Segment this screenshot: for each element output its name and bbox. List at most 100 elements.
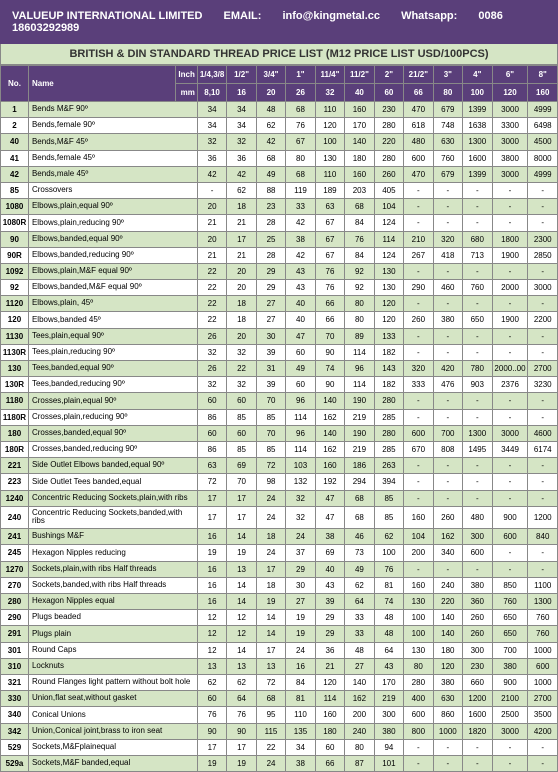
- cell-value: 713: [463, 247, 492, 263]
- cell-value: 1399: [463, 102, 492, 118]
- cell-value: 230: [374, 102, 403, 118]
- cell-value: 16: [286, 658, 315, 674]
- table-row: 301Round Caps121417243648641301803007001…: [1, 642, 558, 658]
- cell-value: 140: [433, 610, 462, 626]
- table-row: 291Plugs plain12121419293348100140260650…: [1, 626, 558, 642]
- cell-value: 114: [345, 344, 374, 360]
- cell-value: 66: [315, 296, 344, 312]
- cell-value: -: [404, 182, 433, 198]
- cell-value: -: [528, 393, 558, 409]
- cell-value: 114: [286, 441, 315, 457]
- cell-value: 1300: [463, 134, 492, 150]
- cell-value: -: [404, 755, 433, 771]
- cell-value: 700: [433, 425, 462, 441]
- cell-value: 60: [286, 344, 315, 360]
- cell-value: 66: [315, 312, 344, 328]
- cell-value: 219: [374, 691, 403, 707]
- cell-no: 40: [1, 134, 29, 150]
- cell-value: 1495: [463, 441, 492, 457]
- table-row: 529aSockets,M&F banded,equal191924386687…: [1, 755, 558, 771]
- company-name: VALUEUP INTERNATIONAL LIMITED: [12, 10, 202, 22]
- cell-value: 89: [345, 328, 374, 344]
- table-row: 1130Tees,plain,equal 90º262030477089133-…: [1, 328, 558, 344]
- cell-value: 40: [286, 296, 315, 312]
- cell-value: 480: [404, 134, 433, 150]
- table-row: 1270Sockets,plain,with ribs Half threads…: [1, 561, 558, 577]
- cell-value: 900: [492, 674, 528, 690]
- cell-value: 160: [404, 506, 433, 529]
- table-row: 2Bends,female 90º34346276120170280618748…: [1, 118, 558, 134]
- cell-value: 260: [433, 506, 462, 529]
- cell-value: 230: [463, 658, 492, 674]
- cell-value: 1800: [492, 231, 528, 247]
- cell-value: 72: [256, 458, 285, 474]
- col-header-size-inch: 3": [433, 66, 462, 84]
- cell-value: 380: [433, 674, 462, 690]
- cell-value: 140: [345, 674, 374, 690]
- cell-value: 76: [315, 263, 344, 279]
- cell-value: 260: [463, 626, 492, 642]
- cell-value: -: [463, 199, 492, 215]
- cell-value: -: [433, 393, 462, 409]
- cell-value: 96: [286, 425, 315, 441]
- cell-value: 76: [197, 707, 226, 723]
- table-row: 1240Concentric Reducing Sockets,plain,wi…: [1, 490, 558, 506]
- cell-value: 120: [374, 296, 403, 312]
- cell-value: 1200: [528, 506, 558, 529]
- cell-value: 94: [374, 739, 403, 755]
- table-row: 90RElbows,banded,reducing 90º21212842678…: [1, 247, 558, 263]
- col-header-size-inch: 1/4,3/8: [197, 66, 226, 84]
- cell-value: -: [404, 344, 433, 360]
- col-header-size-mm: 20: [256, 84, 285, 102]
- cell-value: -: [528, 215, 558, 231]
- cell-no: 221: [1, 458, 29, 474]
- cell-name: Tees,plain,reducing 90º: [28, 344, 197, 360]
- cell-value: 160: [404, 577, 433, 593]
- cell-value: 294: [345, 474, 374, 490]
- cell-value: 32: [197, 344, 226, 360]
- cell-value: 679: [433, 166, 462, 182]
- cell-value: 114: [315, 691, 344, 707]
- cell-value: 2700: [528, 691, 558, 707]
- cell-value: -: [528, 182, 558, 198]
- cell-no: 270: [1, 577, 29, 593]
- cell-name: Elbows,plain,reducing 90º: [28, 215, 197, 231]
- cell-value: 132: [286, 474, 315, 490]
- cell-value: 3800: [492, 150, 528, 166]
- cell-name: Crosses,banded,equal 90º: [28, 425, 197, 441]
- cell-value: 280: [404, 674, 433, 690]
- cell-value: 62: [256, 118, 285, 134]
- cell-value: 90: [197, 723, 226, 739]
- cell-value: 650: [492, 610, 528, 626]
- cell-value: 70: [256, 425, 285, 441]
- cell-value: 2300: [528, 231, 558, 247]
- cell-value: 46: [345, 529, 374, 545]
- cell-value: 36: [227, 150, 256, 166]
- cell-value: 96: [286, 393, 315, 409]
- cell-value: -: [492, 755, 528, 771]
- cell-value: 34: [227, 102, 256, 118]
- cell-value: 19: [256, 594, 285, 610]
- cell-no: 245: [1, 545, 29, 561]
- cell-value: 29: [256, 263, 285, 279]
- cell-value: 182: [374, 344, 403, 360]
- cell-value: 68: [286, 102, 315, 118]
- cell-value: -: [492, 458, 528, 474]
- cell-value: 103: [286, 458, 315, 474]
- cell-value: 1000: [433, 723, 462, 739]
- cell-value: 87: [345, 755, 374, 771]
- cell-value: -: [492, 474, 528, 490]
- col-header-size-mm: 100: [463, 84, 492, 102]
- cell-value: -: [528, 263, 558, 279]
- cell-value: 1900: [492, 312, 528, 328]
- cell-no: 1240: [1, 490, 29, 506]
- cell-value: 4600: [528, 425, 558, 441]
- cell-value: 24: [256, 755, 285, 771]
- cell-name: Bends M&F 90º: [28, 102, 197, 118]
- cell-value: 18: [227, 199, 256, 215]
- col-header-name: Name: [28, 66, 175, 102]
- cell-value: 220: [433, 594, 462, 610]
- cell-name: Sockets,M&Fplainequal: [28, 739, 197, 755]
- cell-value: 6498: [528, 118, 558, 134]
- cell-value: 340: [433, 545, 462, 561]
